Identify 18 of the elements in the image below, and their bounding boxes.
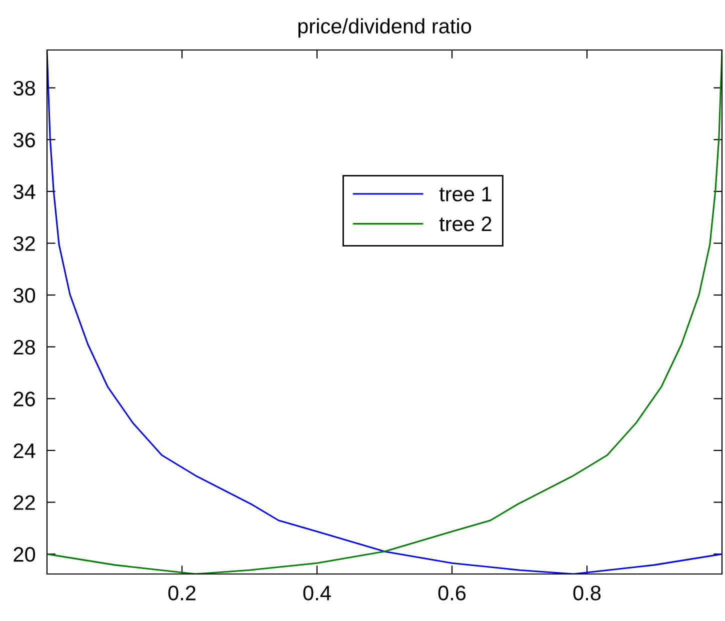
y-tick-label: 34 (14, 184, 36, 200)
y-tick-label: 26 (14, 392, 35, 406)
x-tick-label: 0.2 (168, 586, 196, 600)
y-tick-label: 24 (14, 443, 36, 458)
x-tick-label: 0.6 (438, 586, 466, 600)
y-tick-label: 32 (14, 236, 35, 251)
legend-label: tree 2 (439, 216, 492, 232)
y-tick-label: 20 (14, 547, 36, 562)
y-tick-label: 28 (14, 340, 35, 355)
x-tick-label: 0.4 (303, 586, 331, 600)
x-tick-label: 0.8 (573, 586, 601, 600)
legend-label: tree 1 (439, 186, 492, 202)
y-tick-label: 38 (14, 80, 35, 96)
y-tick-label: 22 (14, 495, 35, 510)
y-tick-label: 30 (14, 288, 36, 303)
chart-title: price/dividend ratio (298, 18, 472, 38)
line-series (47, 50, 722, 574)
y-tick-label: 36 (14, 132, 35, 148)
